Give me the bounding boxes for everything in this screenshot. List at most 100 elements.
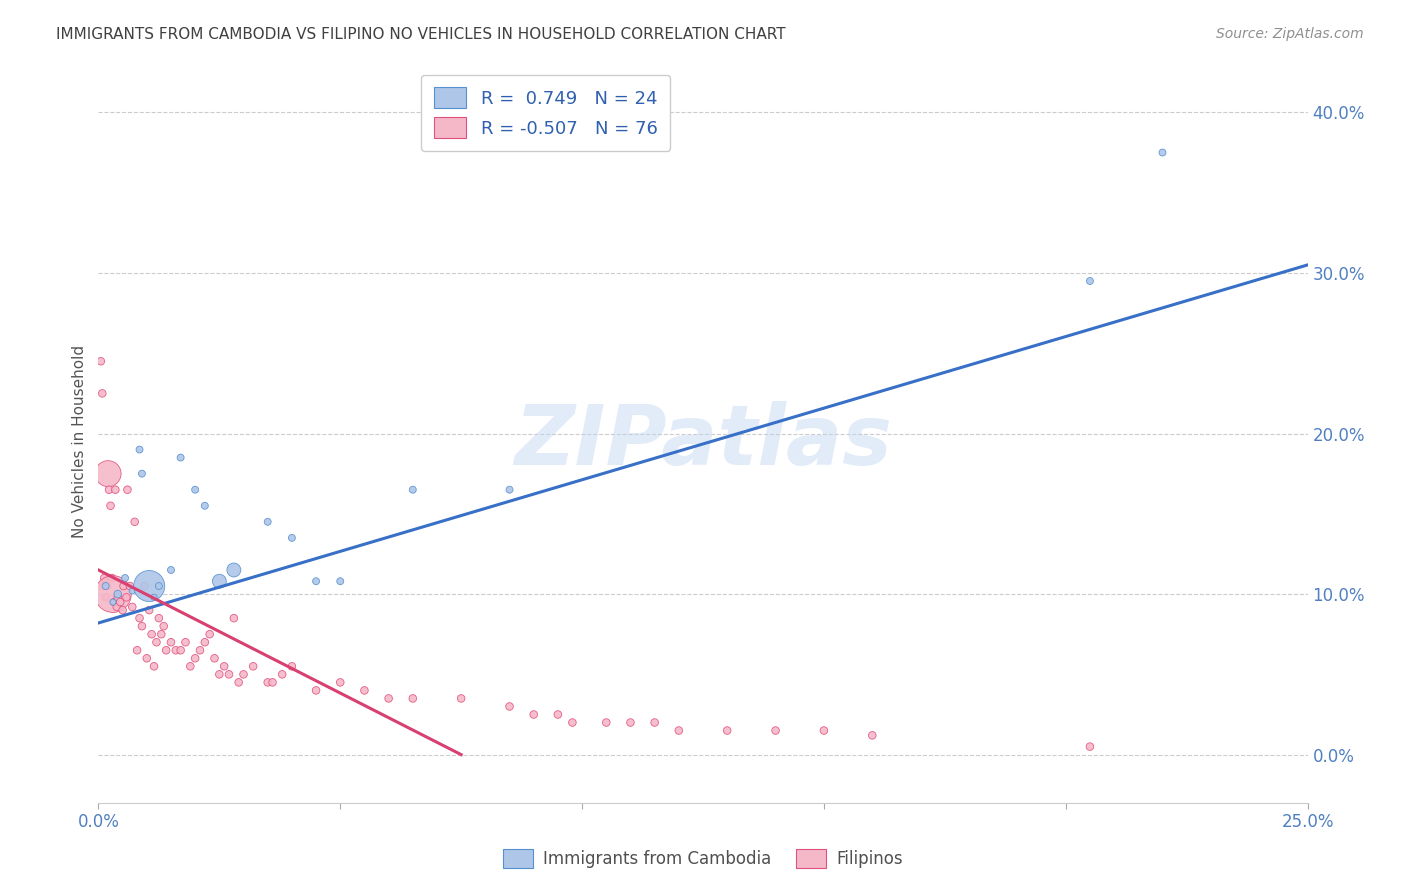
Point [112,579,135,593]
Point [148,579,170,593]
Point [155,643,177,657]
Point [271,667,294,681]
Point [194,499,217,513]
Point [184,483,207,497]
Point [619,715,641,730]
Point [128,611,150,625]
Point [204,651,226,665]
Point [329,675,352,690]
Point [105,599,128,614]
Point [1152,145,1174,160]
Point [547,707,569,722]
Point [595,715,617,730]
Text: ZIPatlas: ZIPatlas [515,401,891,482]
Point [860,728,883,742]
Point [96,579,118,593]
Point [188,643,211,657]
Point [218,667,240,681]
Point [97,467,120,481]
Point [103,595,125,609]
Point [222,611,245,625]
Point [160,635,183,649]
Point [165,643,187,657]
Point [179,659,201,673]
Point [128,442,150,457]
Point [169,450,191,465]
Point [148,611,170,625]
Point [135,651,157,665]
Point [107,587,129,601]
Point [281,659,304,673]
Point [134,579,156,593]
Point [118,579,141,593]
Point [498,699,520,714]
Point [169,643,191,657]
Point [1078,739,1101,754]
Point [94,591,117,605]
Point [91,579,114,593]
Point [208,574,231,589]
Point [98,483,121,497]
Point [523,707,546,722]
Point [138,579,160,593]
Point [402,483,425,497]
Point [101,595,124,609]
Point [305,574,328,589]
Point [194,635,217,649]
Point [256,675,278,690]
Point [104,483,127,497]
Text: Source: ZipAtlas.com: Source: ZipAtlas.com [1216,27,1364,41]
Point [281,531,304,545]
Point [305,683,328,698]
Point [813,723,835,738]
Point [450,691,472,706]
Point [94,579,117,593]
Point [184,651,207,665]
Point [131,619,153,633]
Point [101,571,124,585]
Point [108,595,131,609]
Point [150,627,173,641]
Text: IMMIGRANTS FROM CAMBODIA VS FILIPINO NO VEHICLES IN HOUSEHOLD CORRELATION CHART: IMMIGRANTS FROM CAMBODIA VS FILIPINO NO … [56,27,786,42]
Point [93,571,115,585]
Point [127,643,149,657]
Point [353,683,375,698]
Point [644,715,666,730]
Point [232,667,254,681]
Point [212,659,235,673]
Point [262,675,284,690]
Point [143,591,166,605]
Legend: Immigrants from Cambodia, Filipinos: Immigrants from Cambodia, Filipinos [496,842,910,875]
Point [160,563,183,577]
Point [117,483,139,497]
Point [100,499,122,513]
Point [498,483,520,497]
Point [141,627,163,641]
Point [174,635,197,649]
Point [716,723,738,738]
Point [198,627,221,641]
Point [138,603,160,617]
Y-axis label: No Vehicles in Household: No Vehicles in Household [72,345,87,538]
Point [256,515,278,529]
Point [115,591,138,605]
Point [143,659,166,673]
Point [228,675,250,690]
Point [765,723,787,738]
Point [90,354,112,368]
Point [114,571,136,585]
Point [329,574,352,589]
Legend: R =  0.749   N = 24, R = -0.507   N = 76: R = 0.749 N = 24, R = -0.507 N = 76 [422,75,671,151]
Point [121,583,143,598]
Point [121,599,143,614]
Point [101,587,124,601]
Point [111,603,134,617]
Point [377,691,399,706]
Point [208,667,231,681]
Point [668,723,690,738]
Point [561,715,583,730]
Point [91,386,114,401]
Point [107,591,129,605]
Point [131,467,153,481]
Point [1078,274,1101,288]
